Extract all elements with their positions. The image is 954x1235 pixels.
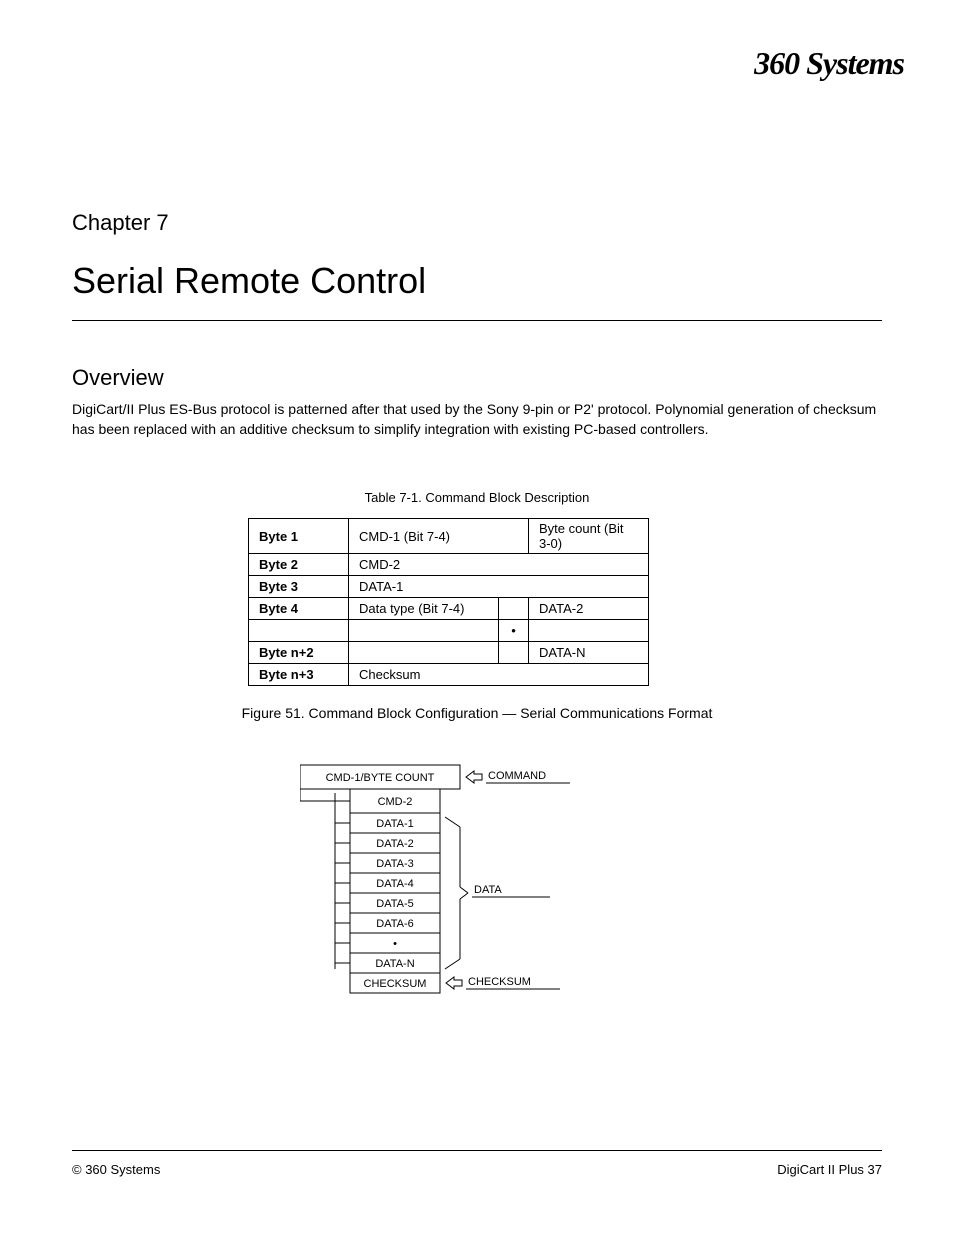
table-cell: CMD-2	[349, 554, 649, 576]
svg-text:CMD-1/BYTE COUNT: CMD-1/BYTE COUNT	[326, 772, 435, 784]
table-cell: DATA-1	[349, 576, 649, 598]
table-cell	[529, 620, 649, 642]
table-cell-label	[249, 620, 349, 642]
svg-text:CHECKSUM: CHECKSUM	[364, 978, 427, 990]
svg-text:DATA-N: DATA-N	[375, 958, 414, 970]
table-cell-label: Byte 4	[249, 598, 349, 620]
section-title: Overview	[72, 365, 164, 391]
table-cell	[349, 620, 499, 642]
table-cell: Checksum	[349, 664, 649, 686]
svg-text:DATA-4: DATA-4	[376, 878, 414, 890]
table-cell	[499, 598, 529, 620]
svg-text:CHECKSUM: CHECKSUM	[468, 976, 531, 988]
table-cell-label: Byte 3	[249, 576, 349, 598]
svg-text:DATA: DATA	[474, 884, 502, 896]
table-cell-label: Byte 2	[249, 554, 349, 576]
table-cell	[349, 642, 499, 664]
svg-text:DATA-6: DATA-6	[376, 918, 414, 930]
table-cell: DATA-2	[529, 598, 649, 620]
table-cell	[499, 642, 529, 664]
svg-text:DATA-1: DATA-1	[376, 818, 414, 830]
svg-text:DATA-5: DATA-5	[376, 898, 414, 910]
command-block-diagram: CMD-1/BYTE COUNT COMMAND CMD-2 DATA-1 DATA-2…	[300, 755, 660, 1075]
svg-text:DATA-2: DATA-2	[376, 838, 414, 850]
table-row: •	[249, 620, 649, 642]
figure-caption: Figure 51. Command Block Configuration —…	[72, 705, 882, 721]
table-row: Byte 1CMD-1 (Bit 7-4)Byte count (Bit 3-0…	[249, 519, 649, 554]
table-cell-label: Byte n+3	[249, 664, 349, 686]
intro-paragraph: DigiCart/II Plus ES-Bus protocol is patt…	[72, 400, 882, 439]
table-row: Byte 4Data type (Bit 7-4) DATA-2	[249, 598, 649, 620]
svg-text:•: •	[393, 938, 397, 950]
table-cell: CMD-1 (Bit 7-4)	[349, 519, 529, 554]
horizontal-rule-bottom	[72, 1150, 882, 1151]
table-row: Byte n+3Checksum	[249, 664, 649, 686]
table-cell: Data type (Bit 7-4)	[349, 598, 499, 620]
table-row: Byte 3DATA-1	[249, 576, 649, 598]
footer-page: DigiCart II Plus 37	[777, 1162, 882, 1177]
footer-copyright: © 360 Systems	[72, 1162, 160, 1177]
logo: 360 Systems	[754, 45, 904, 82]
table-cell: •	[499, 620, 529, 642]
chapter-title: Serial Remote Control	[72, 260, 426, 302]
table-row: Byte n+2 DATA-N	[249, 642, 649, 664]
chapter-number: Chapter 7	[72, 210, 169, 236]
spec-table: Byte 1CMD-1 (Bit 7-4)Byte count (Bit 3-0…	[248, 518, 649, 686]
table-row: Byte 2CMD-2	[249, 554, 649, 576]
table-cell-label: Byte n+2	[249, 642, 349, 664]
horizontal-rule-top	[72, 320, 882, 321]
table-cell-label: Byte 1	[249, 519, 349, 554]
table-caption: Table 7-1. Command Block Description	[72, 490, 882, 505]
svg-text:COMMAND: COMMAND	[488, 770, 546, 782]
table-cell: DATA-N	[529, 642, 649, 664]
table-cell: Byte count (Bit 3-0)	[529, 519, 649, 554]
svg-text:DATA-3: DATA-3	[376, 858, 414, 870]
svg-text:CMD-2: CMD-2	[378, 796, 413, 808]
